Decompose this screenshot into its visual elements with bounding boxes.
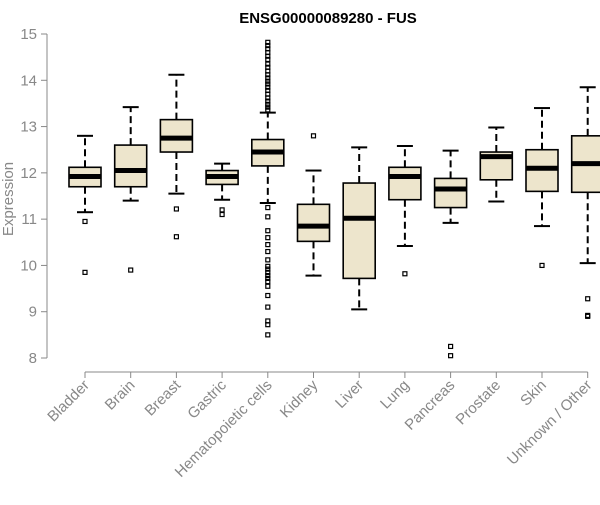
y-tick-label: 10 [20,257,37,274]
chart-title: ENSG00000089280 - FUS [239,10,417,27]
box-group [205,162,239,218]
x-tick-label: Lung [377,377,413,413]
box-group [251,39,285,338]
outlier-point [265,248,271,255]
outlier-point [402,271,408,277]
y-tick-label: 9 [29,304,37,321]
box-group [342,146,377,311]
outlier-point [265,53,271,59]
y-tick-label: 11 [21,211,37,228]
outlier-point [585,313,591,319]
outlier-point [265,75,271,81]
box-group [433,149,468,359]
outlier-point [265,107,271,113]
y-tick-label: 12 [20,165,37,182]
outlier-point [82,269,88,275]
box-iqr [113,144,148,188]
x-tick-label: Unknown / Other [504,377,596,469]
x-tick-label: Breast [142,376,185,419]
box-group [296,133,331,277]
outlier-point [448,353,454,359]
outlier-point [265,235,271,241]
outlier-point [265,332,271,338]
y-axis-label: Expression [0,162,17,236]
x-tick-label: Liver [332,377,367,412]
outlier-point [265,279,271,285]
outlier-point [265,39,271,45]
outlier-point [173,234,179,240]
y-axis: 8 9 10 11 12 13 14 15 [20,26,48,367]
x-tick-label: Brain [102,377,139,414]
boxes [68,39,600,359]
outlier-point [265,61,271,67]
x-tick-label: Gastric [184,376,230,422]
outlier-point [448,343,454,350]
outlier-point [219,211,225,218]
box-group [388,145,422,277]
outlier-point [265,283,271,289]
box-iqr [342,182,377,280]
outlier-point [265,95,271,101]
y-tick-label: 14 [20,72,37,89]
box-iqr [388,166,422,201]
outlier-point [265,81,271,87]
x-tick-label: Skin [517,377,550,410]
x-tick-label: Prostate [453,377,505,429]
outlier-point [265,292,271,299]
box-iqr [433,177,468,209]
outlier-point [128,267,134,273]
outlier-point [265,263,271,269]
outlier-point [265,56,271,63]
box-group [159,73,194,240]
outlier-point [310,133,317,139]
outlier-point [173,206,179,212]
x-tick-label: Bladder [44,377,93,426]
outlier-point [265,273,271,279]
outlier-point [265,101,271,107]
box-group [525,107,559,269]
box-group [570,86,600,319]
box-group [113,106,148,273]
outlier-point [265,42,271,49]
outlier-point [265,98,271,104]
outlier-point [265,204,271,211]
outlier-point [539,262,545,269]
outlier-point [265,78,271,84]
outlier-point [585,296,591,302]
outlier-point [265,269,271,275]
outlier-point [265,84,271,90]
outlier-point [265,242,271,248]
outlier-point [265,214,271,220]
outlier-point [265,304,271,310]
box-group [68,134,102,275]
outlier-point [265,257,271,263]
y-tick-label: 13 [20,119,37,136]
outlier-point [265,266,271,272]
outlier-point [265,322,271,328]
outlier-point [219,207,225,213]
box-iqr [296,203,331,243]
box-group [479,126,514,203]
outlier-point [265,72,271,78]
outlier-point [265,228,271,234]
x-tick-label: Kidney [277,376,322,421]
outlier-point [265,275,271,281]
outlier-point [265,104,271,110]
y-tick-label: 8 [29,350,37,367]
y-tick-label: 15 [20,26,37,43]
x-tick-label: Pancreas [402,377,459,434]
outlier-point [82,218,88,225]
